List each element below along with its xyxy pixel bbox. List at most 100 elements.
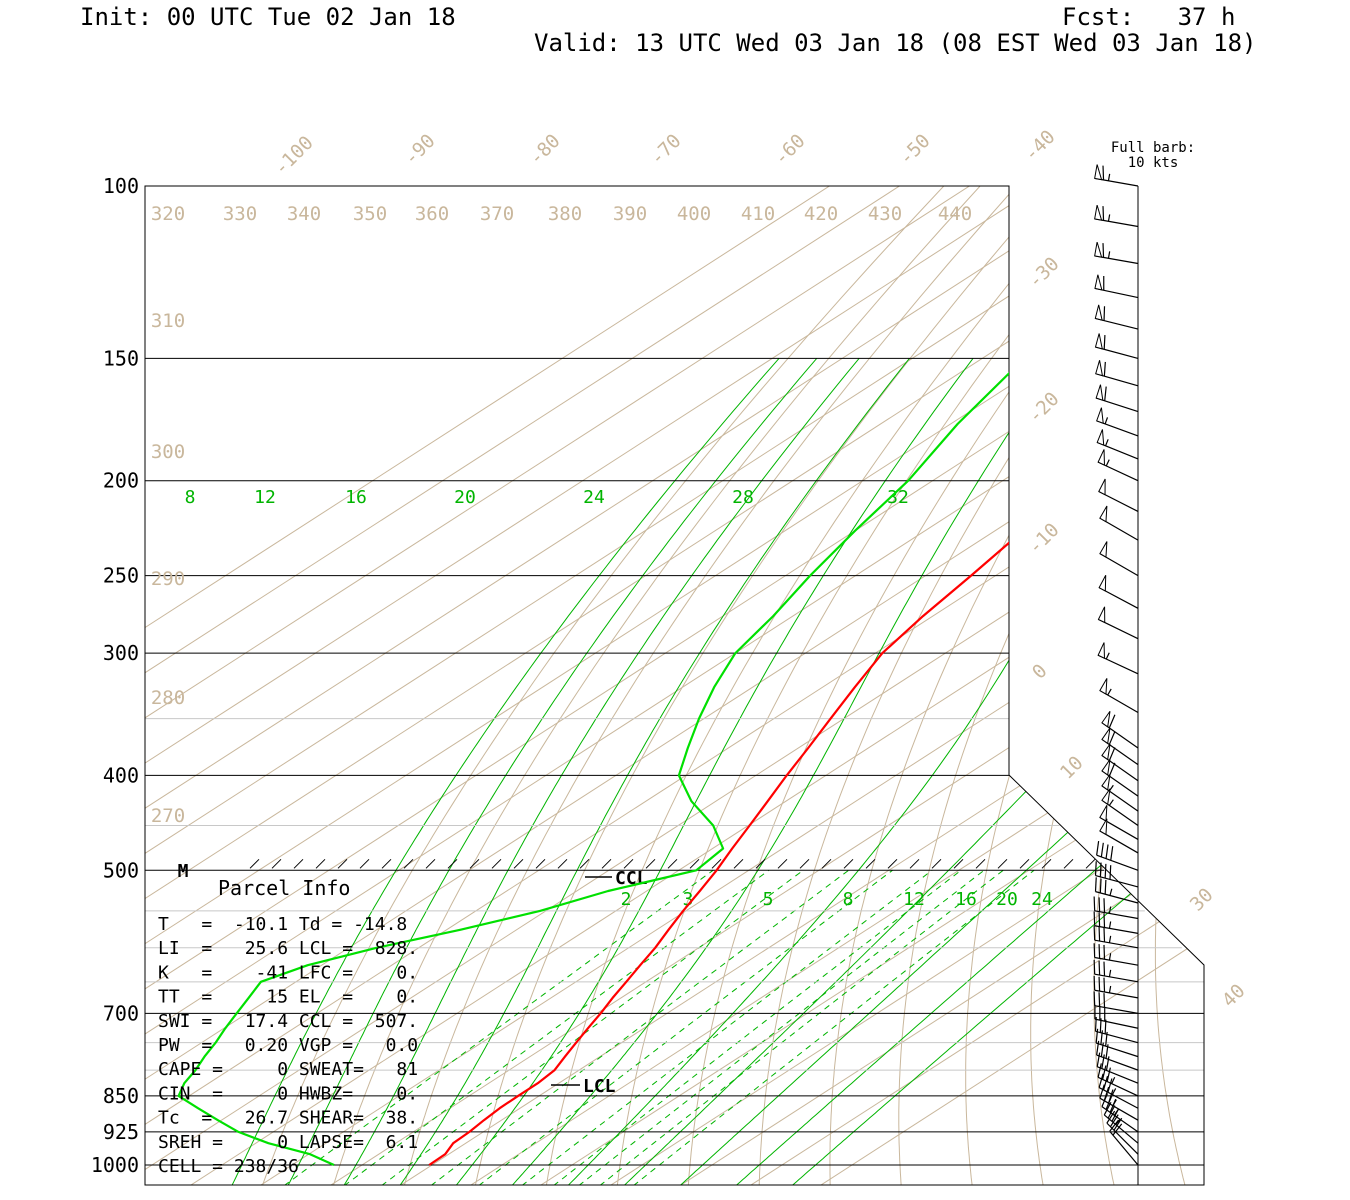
level-hatch xyxy=(689,858,700,869)
moist-adiabat-line xyxy=(679,358,1204,1185)
isotherm-line xyxy=(609,186,1204,1185)
isotherm-label: -90 xyxy=(400,130,440,170)
wind-barb-flag xyxy=(1098,976,1101,992)
wind-barb xyxy=(1099,818,1139,854)
wind-barb-pennant xyxy=(1101,788,1111,806)
wind-barb-pennant xyxy=(1094,274,1103,291)
isotherm-line xyxy=(259,186,1204,1185)
wind-barb xyxy=(1101,743,1139,782)
wind-barb-flag xyxy=(1109,865,1112,880)
theta-label: 340 xyxy=(287,203,321,225)
wind-barb xyxy=(1101,759,1139,797)
wind-barb xyxy=(1094,861,1139,888)
wind-barb xyxy=(1095,384,1139,413)
wind-barb xyxy=(1094,204,1139,228)
wind-barb xyxy=(1094,164,1139,187)
barb-legend-line2: 10 kts xyxy=(1128,155,1179,171)
level-hatch xyxy=(579,858,590,869)
isotherm-label: -100 xyxy=(270,132,318,180)
wind-barb-flag xyxy=(1103,927,1106,942)
wind-barb-flag xyxy=(1105,1096,1113,1110)
wind-barb xyxy=(1098,575,1139,609)
wind-barb-flag xyxy=(1103,961,1106,976)
wind-barb-pennant xyxy=(1101,759,1111,776)
mid-level-marker: M xyxy=(178,861,189,882)
isotherm-line xyxy=(145,186,1040,1185)
wind-barb-flag xyxy=(1106,1067,1111,1082)
plot-frame xyxy=(144,185,1205,1186)
dry-adiabat-line xyxy=(616,186,1163,1185)
isotherm-line xyxy=(399,186,1204,1185)
wind-barb-half xyxy=(1104,417,1109,425)
isotherm-label: -70 xyxy=(646,130,686,170)
wind-barb-flag xyxy=(1098,1073,1104,1088)
level-hatch xyxy=(381,858,392,869)
isotherm-label: -60 xyxy=(770,130,810,170)
wind-barb-flag xyxy=(1106,1110,1116,1124)
dry-adiabat-line xyxy=(545,186,1128,1185)
wind-barb-half xyxy=(1104,439,1109,447)
wind-barb xyxy=(1103,1101,1139,1144)
level-hatch xyxy=(997,858,1008,869)
wind-barb-pennant xyxy=(1101,727,1111,745)
wind-barb xyxy=(1094,333,1139,359)
pressure-tick-label: 850 xyxy=(103,1084,139,1108)
wind-barb-pennant xyxy=(1098,575,1107,592)
wind-barb-pennant xyxy=(1094,304,1103,321)
level-hatch xyxy=(359,858,370,869)
wind-barb xyxy=(1099,678,1139,714)
level-hatch xyxy=(425,858,436,869)
level-hatch xyxy=(909,858,920,869)
theta-label: 420 xyxy=(804,203,838,225)
wind-barb-flag xyxy=(1110,846,1114,861)
wind-barb-half xyxy=(1111,1088,1117,1095)
wind-barb-shaft xyxy=(1094,910,1139,920)
wind-barb-shaft xyxy=(1096,1066,1139,1084)
wind-barb-flag xyxy=(1093,943,1096,958)
parcel-info-table: T = -10.1 Td = -14.8 LI = 25.6 LCL = 828.… xyxy=(158,914,418,1177)
level-hatch xyxy=(975,858,986,869)
isotherm-line xyxy=(469,186,1204,1185)
wind-barb-pennant xyxy=(1099,678,1108,695)
wind-barb-half xyxy=(1105,652,1110,660)
wind-barb-flag xyxy=(1103,335,1106,350)
moist-adiabat-line xyxy=(567,358,1183,1185)
isotherm-label: 10 xyxy=(1056,752,1088,784)
dry-adiabat-lines xyxy=(261,186,1204,1185)
wind-barb-half xyxy=(1108,985,1112,993)
wind-barb-flag xyxy=(1103,944,1106,960)
mixing-ratio-line xyxy=(521,869,933,1185)
level-hatch xyxy=(491,858,502,869)
moist-adiabat-label: 32 xyxy=(887,487,909,508)
wind-barb-shaft xyxy=(1095,891,1139,904)
wind-barb-pennant xyxy=(1096,407,1104,425)
level-hatch xyxy=(315,858,326,869)
wind-barb-pennant xyxy=(1099,505,1108,523)
isotherm-line xyxy=(145,186,900,1185)
theta-label: 390 xyxy=(613,203,647,225)
wind-barb-flag xyxy=(1098,992,1101,1007)
theta-label: 270 xyxy=(151,805,185,827)
wind-barbs xyxy=(1093,164,1139,1185)
isotherm-line xyxy=(749,186,1204,1185)
wind-barb-shaft xyxy=(1094,989,1139,999)
mixing-ratio-label: 8 xyxy=(843,889,854,910)
wind-barb-flag xyxy=(1104,863,1107,879)
wind-barb xyxy=(1093,896,1139,920)
moist-adiabat-line xyxy=(735,358,1204,1185)
level-hatch xyxy=(887,858,898,869)
theta-label: 290 xyxy=(151,568,185,590)
mixing-ratio-line xyxy=(599,869,1004,1185)
mixing-ratio-label: 20 xyxy=(996,889,1018,910)
wind-barb-pennant xyxy=(1096,429,1105,446)
wind-barb-flag xyxy=(1100,1030,1103,1045)
wind-barb-flag xyxy=(1112,1123,1123,1136)
pressure-tick-label: 300 xyxy=(103,641,139,665)
pressure-tick-label: 1000 xyxy=(91,1153,139,1177)
wind-barb-pennant xyxy=(1097,642,1105,660)
wind-barb-pennant xyxy=(1099,805,1108,822)
dry-adiabat-line xyxy=(332,186,1022,1185)
wind-barb xyxy=(1101,727,1139,766)
moist-adiabat-line xyxy=(343,358,860,1185)
level-hatch xyxy=(1063,858,1074,869)
